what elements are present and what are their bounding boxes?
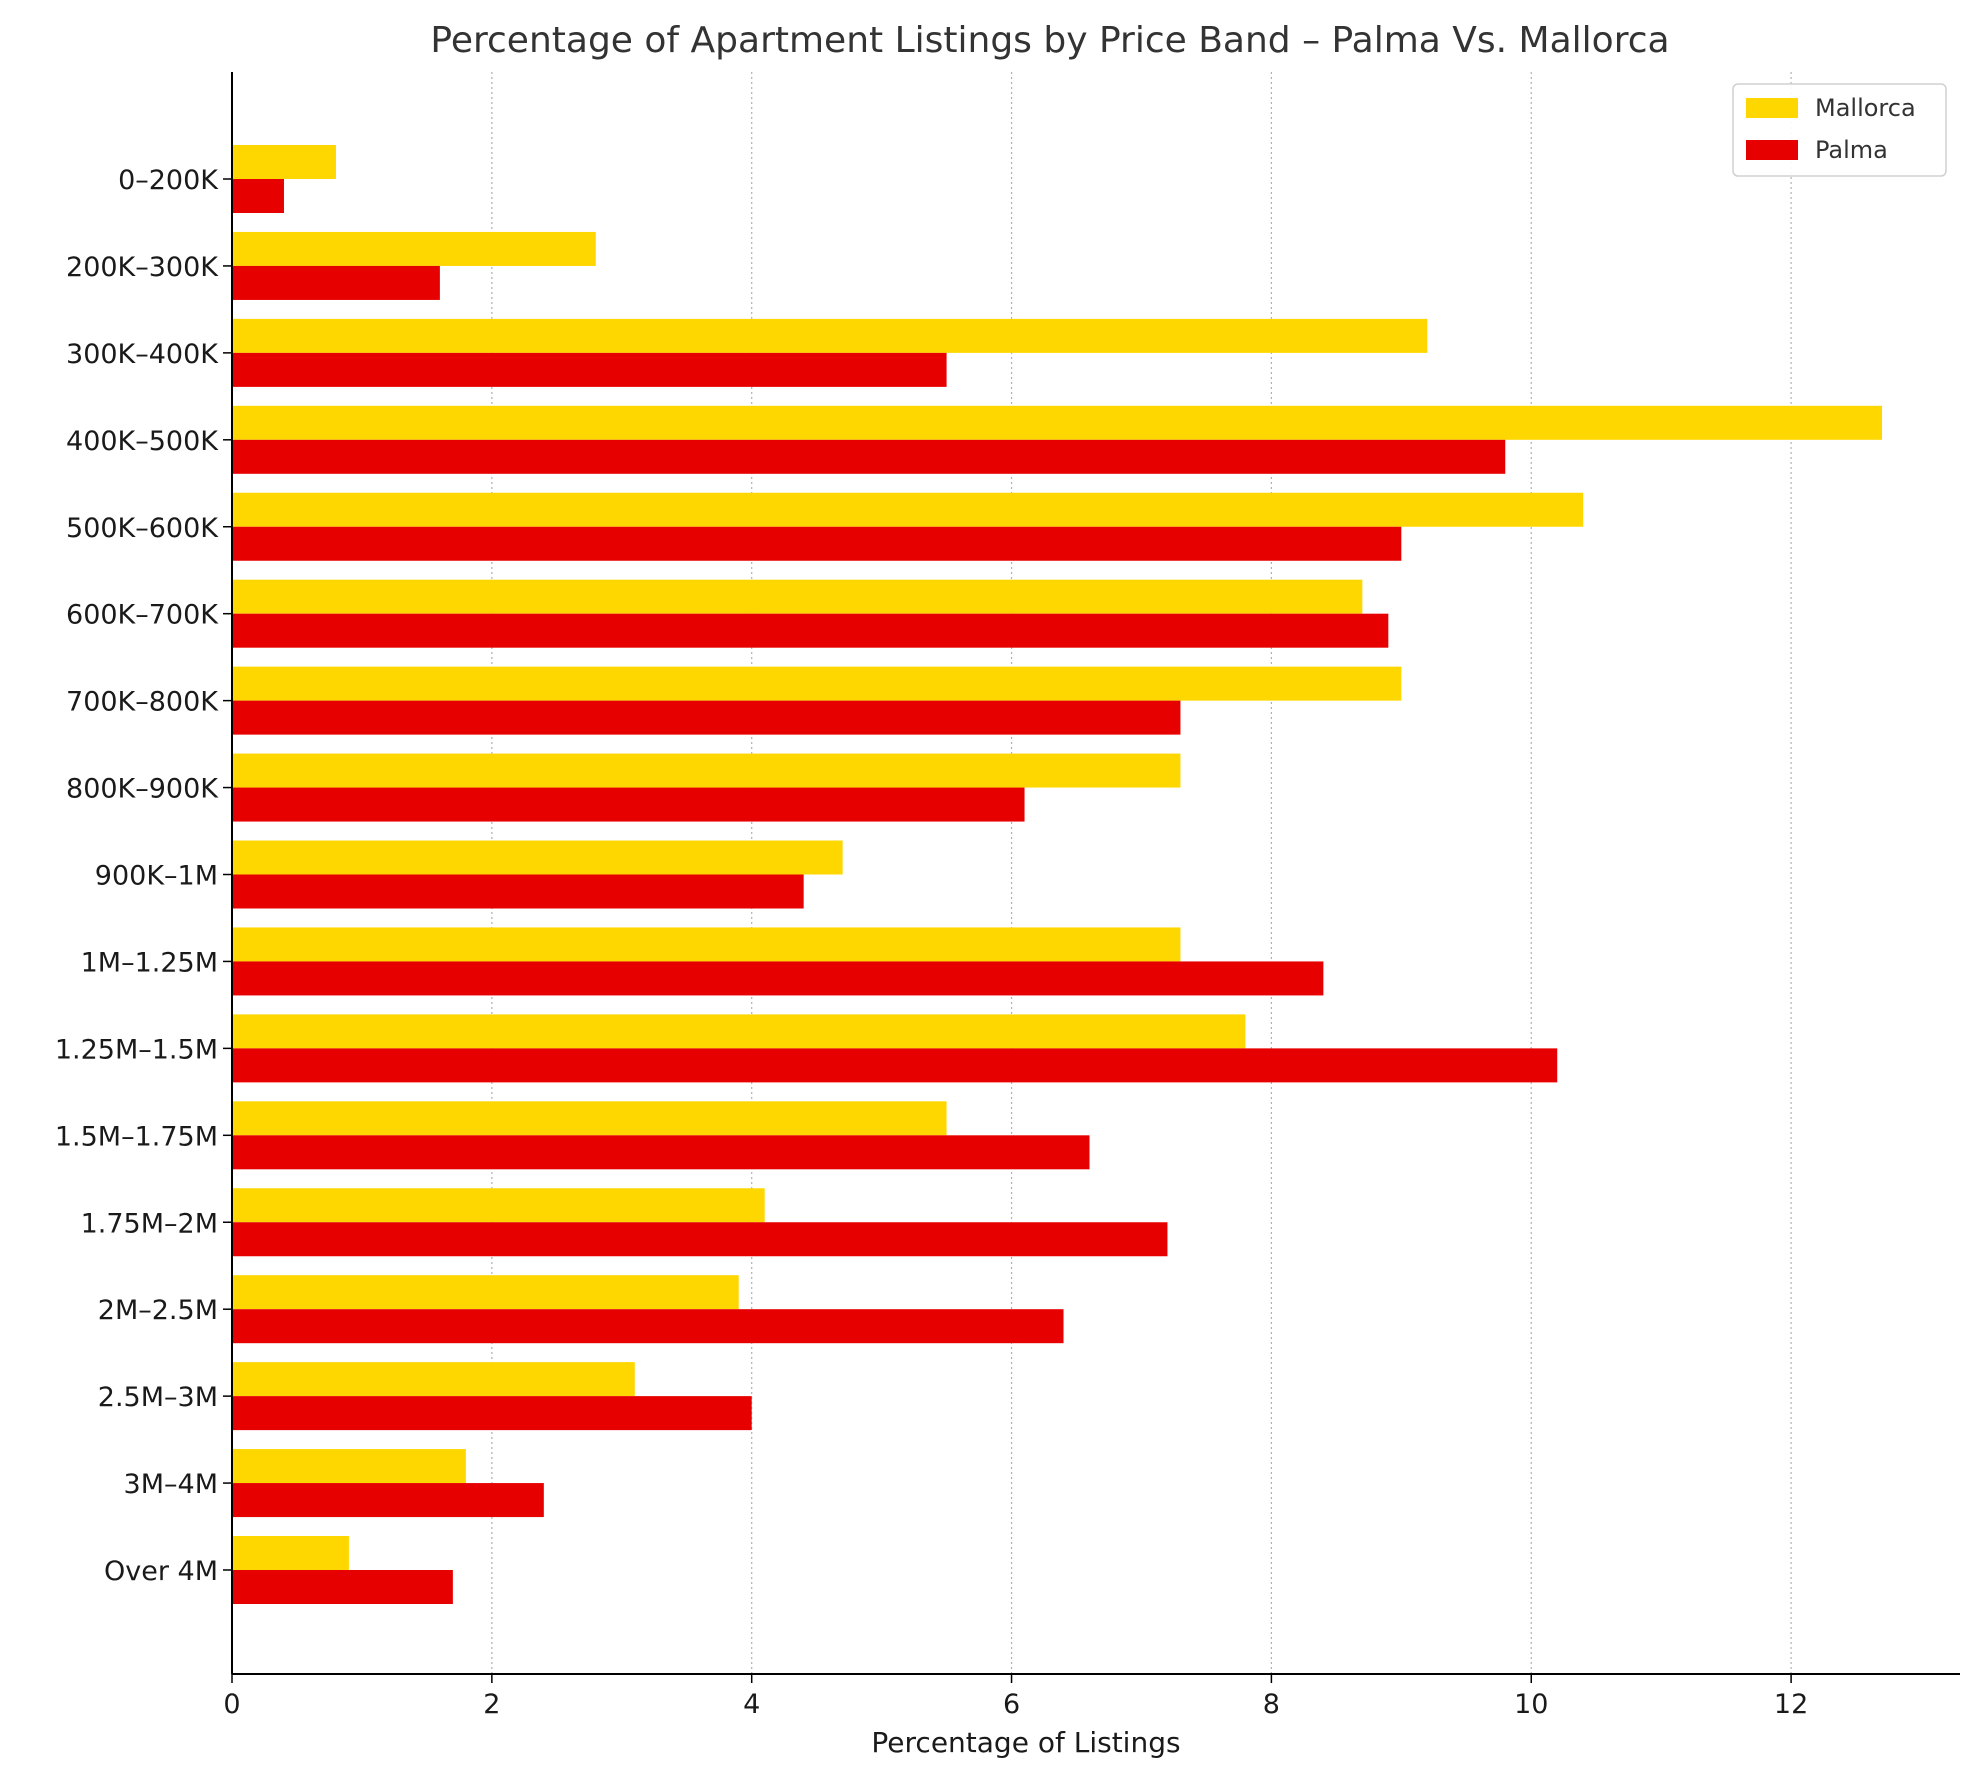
bar-palma: [232, 1309, 1064, 1344]
bar-palma: [232, 874, 804, 909]
y-tick-label: 1.5M–1.75M: [55, 1121, 218, 1152]
x-tick-label: 2: [483, 1689, 500, 1720]
y-tick-label: 900K–1M: [95, 861, 218, 892]
bar-mallorca: [232, 927, 1181, 962]
y-tick-label: 400K–500K: [66, 426, 219, 457]
legend-swatch-palma: [1746, 140, 1798, 160]
legend-label-palma: Palma: [1815, 136, 1888, 164]
bar-palma: [232, 179, 284, 213]
bar-mallorca: [232, 1101, 947, 1136]
bar-palma: [232, 961, 1324, 996]
bar-mallorca: [232, 145, 336, 179]
y-tick-label: 0–200K: [118, 165, 219, 196]
bar-palma: [232, 1135, 1090, 1170]
bar-palma: [232, 1048, 1558, 1083]
y-tick-label: 600K–700K: [66, 600, 219, 631]
bar-mallorca: [232, 1536, 349, 1570]
bar-palma: [232, 1396, 752, 1431]
legend-swatch-mallorca: [1746, 98, 1798, 118]
bar-mallorca: [232, 579, 1363, 614]
x-tick-label: 8: [1263, 1689, 1280, 1720]
bar-mallorca: [232, 666, 1402, 701]
y-tick-label: 800K–900K: [66, 774, 219, 805]
bar-palma: [232, 1222, 1168, 1257]
y-tick-label: 1M–1.25M: [81, 947, 218, 978]
legend-label-mallorca: Mallorca: [1815, 94, 1916, 122]
y-tick-label: Over 4M: [104, 1556, 218, 1587]
y-tick-label: 1.25M–1.5M: [55, 1034, 218, 1065]
x-axis-label: Percentage of Listings: [871, 1726, 1180, 1759]
y-tick-label: 700K–800K: [66, 687, 219, 718]
bar-palma: [232, 265, 440, 300]
bar-palma: [232, 1570, 453, 1604]
bar-mallorca: [232, 753, 1181, 788]
y-tick-labels: 0–200K 200K–300K 300K–400K 400K–500K 500K–60…: [55, 165, 232, 1587]
bar-palma: [232, 526, 1402, 561]
bar-palma: [232, 613, 1389, 648]
y-tick-label: 300K–400K: [66, 339, 219, 370]
bar-mallorca: [232, 1362, 635, 1397]
bar-mallorca: [232, 318, 1428, 353]
x-tick-labels: 0 2 4 6 8 10 12: [223, 1674, 1808, 1720]
y-tick-label: 1.75M–2M: [81, 1208, 218, 1239]
bar-palma: [232, 1483, 544, 1518]
bar-palma: [232, 439, 1506, 474]
y-tick-label: 500K–600K: [66, 513, 219, 544]
bar-mallorca: [232, 231, 596, 266]
bar-mallorca: [232, 840, 843, 875]
bar-mallorca: [232, 492, 1584, 527]
x-tick-label: 0: [223, 1689, 240, 1720]
chart-title: Percentage of Apartment Listings by Pric…: [430, 20, 1669, 61]
bar-mallorca: [232, 1014, 1246, 1049]
bar-palma: [232, 352, 947, 387]
bar-mallorca: [232, 1275, 739, 1310]
x-tick-label: 6: [1003, 1689, 1020, 1720]
bar-mallorca: [232, 1449, 466, 1484]
y-tick-label: 2M–2.5M: [98, 1295, 218, 1326]
axes: [231, 72, 1960, 1675]
x-tick-label: 10: [1514, 1689, 1548, 1720]
legend: Mallorca Palma: [1732, 83, 1947, 177]
bar-palma: [232, 700, 1181, 735]
y-tick-label: 3M–4M: [124, 1469, 218, 1500]
bar-palma: [232, 787, 1025, 822]
bar-mallorca: [232, 1188, 765, 1223]
bars: [232, 145, 1883, 1604]
x-tick-label: 12: [1774, 1689, 1808, 1720]
y-tick-label: 200K–300K: [66, 252, 219, 283]
bar-mallorca: [232, 405, 1883, 440]
y-tick-label: 2.5M–3M: [98, 1382, 218, 1413]
x-tick-label: 4: [743, 1689, 760, 1720]
